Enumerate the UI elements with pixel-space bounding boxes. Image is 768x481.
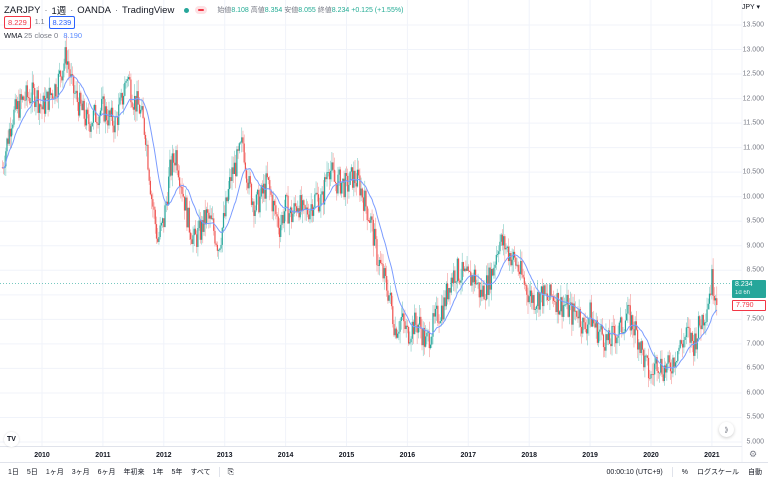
scroll-to-realtime-icon[interactable]: ⟫	[719, 422, 734, 437]
symbol-legend: ZARJPY · 1週 · OANDA · TradingView 始値8.10…	[4, 4, 404, 18]
bottom-toolbar: 1日 5日 1ヶ月 3ヶ月 6ヶ月 年初来 1年 5年 すべて ⎘ 00:00:10 (UTC+…	[0, 462, 768, 481]
range-button[interactable]: 1年	[152, 469, 164, 476]
time-axis-divider	[0, 446, 742, 447]
price-tick: 9.000	[746, 242, 764, 250]
wma-legend[interactable]: WMA 25 close 0 8.190	[4, 31, 83, 40]
symbol-name[interactable]: ZARJPY	[4, 4, 41, 16]
price-tick: 7.500	[746, 315, 764, 323]
price-tick: 5.500	[746, 413, 764, 421]
price-chart[interactable]	[0, 0, 768, 462]
price-tick: 9.500	[746, 217, 764, 225]
sell-button[interactable]: 8.229	[4, 16, 31, 29]
settings-gear-icon[interactable]: ⚙	[749, 449, 758, 459]
range-button[interactable]: 1ヶ月	[45, 469, 64, 476]
time-tick: 2020	[643, 452, 659, 459]
range-button[interactable]: 6ヶ月	[97, 469, 116, 476]
ohlc-values: 始値8.108 高値8.354 安値8.055 終値8.234 +0.125 (…	[217, 7, 404, 14]
clock-time[interactable]: 00:00:10 (UTC+9)	[606, 468, 663, 476]
currency-selector[interactable]: JPY ▾	[741, 4, 760, 11]
price-tick: 11.000	[743, 144, 764, 152]
auto-scale-toggle[interactable]: 自動	[748, 469, 762, 476]
change-value: +0.125 (+1.55%)	[351, 7, 404, 14]
price-tick: 7.000	[746, 340, 764, 348]
publisher-label: TradingView	[122, 4, 175, 16]
time-tick: 2010	[34, 452, 50, 459]
price-tick: 13.500	[742, 21, 764, 29]
range-button[interactable]: 1日	[8, 469, 19, 476]
price-tick: 13.000	[742, 46, 764, 54]
date-range-icon[interactable]: ⎘	[227, 467, 234, 476]
price-tick: 12.000	[742, 95, 764, 103]
price-tick: 6.000	[746, 389, 764, 397]
range-button[interactable]: 3ヶ月	[71, 469, 90, 476]
time-tick: 2019	[582, 452, 598, 459]
time-tick: 2014	[277, 452, 294, 459]
range-button[interactable]: 年初来	[123, 469, 145, 476]
range-button[interactable]: 5日	[26, 469, 38, 476]
flag-icon[interactable]	[195, 6, 208, 14]
price-tick: 11.500	[743, 119, 764, 127]
market-open-icon	[184, 7, 190, 13]
time-tick: 2016	[399, 452, 416, 459]
percent-toggle[interactable]: %	[681, 468, 688, 476]
time-tick: 2018	[521, 452, 537, 459]
time-tick: 2011	[95, 452, 111, 459]
price-tick: 10.000	[742, 193, 764, 201]
interval-label[interactable]: 1週	[51, 6, 67, 17]
spread-value: 1.1	[34, 19, 45, 26]
time-tick: 2021	[704, 452, 720, 459]
time-tick: 2012	[156, 452, 172, 459]
buy-button[interactable]: 8.239	[48, 16, 76, 29]
wma-price-label: 7.790	[732, 300, 766, 311]
range-button[interactable]: 5年	[171, 469, 183, 476]
log-scale-toggle[interactable]: ログスケール	[697, 469, 739, 476]
price-tick: 10.500	[742, 168, 764, 176]
price-tick: 8.500	[746, 266, 764, 274]
price-tick: 6.500	[746, 364, 764, 372]
quote-buttons: 8.229 1.1 8.239	[4, 16, 76, 29]
range-button[interactable]: すべて	[190, 469, 211, 476]
broker-label: OANDA	[77, 4, 112, 16]
tradingview-logo-icon[interactable]: TV	[4, 432, 19, 447]
price-tick: 12.500	[742, 70, 764, 78]
price-tick: 5.000	[746, 438, 764, 446]
time-tick: 2013	[216, 452, 233, 459]
time-tick: 2017	[460, 452, 477, 459]
last-price-label: 8.234 1d 6h	[732, 280, 766, 298]
time-tick: 2015	[338, 452, 355, 459]
